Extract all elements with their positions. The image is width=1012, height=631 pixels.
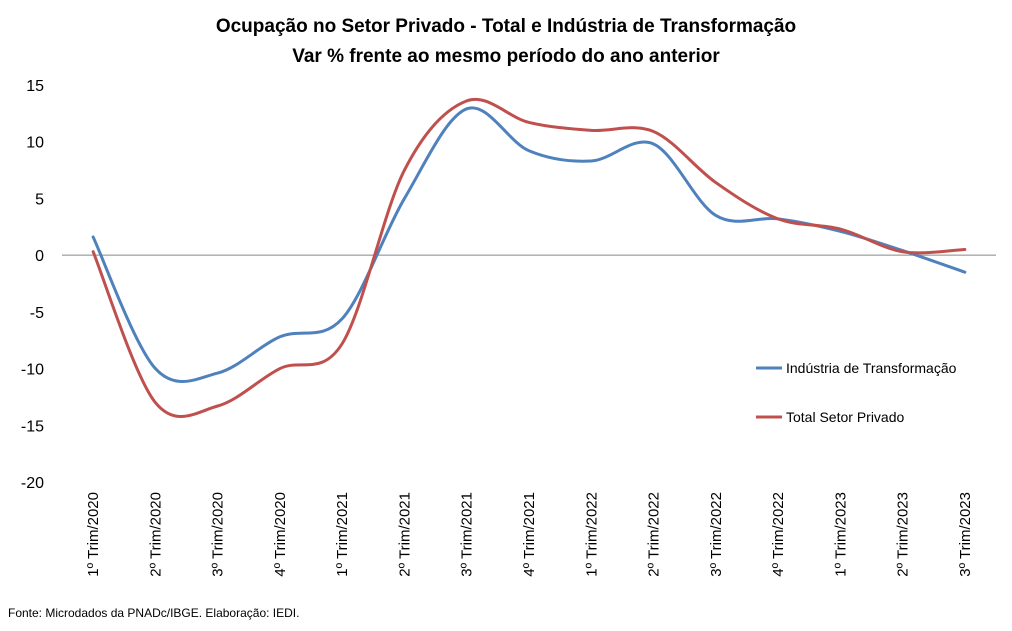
x-tick-label: 3º Trim/2020 — [210, 492, 227, 577]
legend: Indústria de Transformação Total Setor Pr… — [756, 360, 957, 425]
x-tick-label: 4º Trim/2020 — [272, 492, 289, 577]
x-tick-label: 2º Trim/2020 — [147, 492, 164, 577]
series-line-1 — [91, 97, 967, 419]
chart-title: Ocupação no Setor Privado - Total e Indú… — [216, 16, 796, 37]
y-tick-label: -20 — [21, 475, 44, 492]
x-tick-label: 1º Trim/2021 — [334, 492, 351, 577]
legend-label: Indústria de Transformação — [786, 360, 957, 376]
x-tick-label: 3º Trim/2023 — [957, 492, 974, 577]
x-tick-label: 3º Trim/2022 — [708, 492, 725, 577]
y-tick-label: 15 — [26, 78, 44, 95]
x-tick-label: 1º Trim/2020 — [85, 492, 102, 577]
y-tick-label: 5 — [35, 191, 44, 208]
x-tick-label: 2º Trim/2022 — [646, 492, 663, 577]
x-tick-label: 2º Trim/2023 — [895, 492, 912, 577]
x-tick-label: 4º Trim/2021 — [521, 492, 538, 577]
x-tick-label: 1º Trim/2023 — [832, 492, 849, 577]
y-tick-label: 10 — [26, 135, 44, 152]
series-line-0 — [91, 106, 967, 384]
y-tick-label: -5 — [30, 305, 44, 322]
x-tick-label: 1º Trim/2022 — [583, 492, 600, 577]
chart-subtitle: Var % frente ao mesmo período do ano ant… — [292, 46, 720, 67]
y-tick-label: -15 — [21, 418, 44, 435]
y-axis-ticks: 15 10 5 0 -5 -10 -15 -20 — [21, 78, 44, 492]
x-tick-label: 2º Trim/2021 — [396, 492, 413, 577]
source-note: Fonte: Microdados da PNADc/IBGE. Elabora… — [8, 606, 300, 620]
legend-label: Total Setor Privado — [786, 409, 904, 425]
series-lines — [91, 97, 967, 419]
y-tick-label: -10 — [21, 362, 44, 379]
x-tick-label: 4º Trim/2022 — [770, 492, 787, 577]
x-axis-ticks: 1º Trim/2020 2º Trim/2020 3º Trim/2020 4º T… — [85, 492, 974, 577]
y-tick-label: 0 — [35, 248, 44, 265]
x-tick-label: 3º Trim/2021 — [459, 492, 476, 577]
